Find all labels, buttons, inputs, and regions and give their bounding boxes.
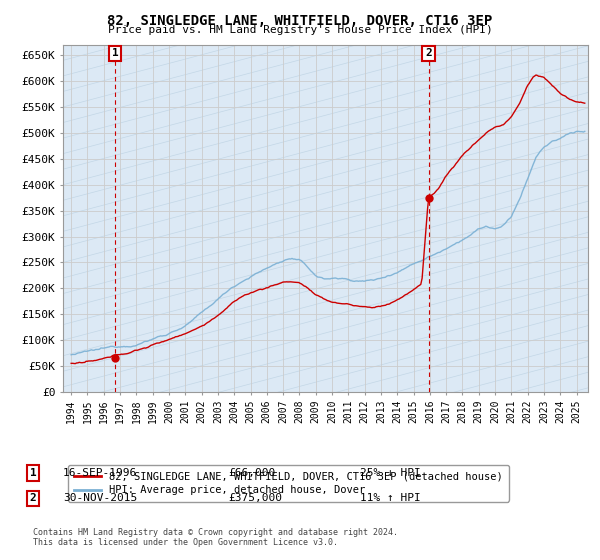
Text: 2: 2 [425, 49, 432, 58]
Text: 82, SINGLEDGE LANE, WHITFIELD, DOVER, CT16 3EP: 82, SINGLEDGE LANE, WHITFIELD, DOVER, CT… [107, 14, 493, 28]
Text: Contains HM Land Registry data © Crown copyright and database right 2024.
This d: Contains HM Land Registry data © Crown c… [33, 528, 398, 547]
Text: 11% ↑ HPI: 11% ↑ HPI [360, 493, 421, 503]
Text: 1: 1 [29, 468, 37, 478]
Text: 2: 2 [29, 493, 37, 503]
Text: 16-SEP-1996: 16-SEP-1996 [63, 468, 137, 478]
Text: £66,000: £66,000 [228, 468, 275, 478]
Text: 1: 1 [112, 49, 119, 58]
Text: £375,000: £375,000 [228, 493, 282, 503]
Legend: 82, SINGLEDGE LANE, WHITFIELD, DOVER, CT16 3EP (detached house), HPI: Average pr: 82, SINGLEDGE LANE, WHITFIELD, DOVER, CT… [68, 465, 509, 502]
Text: 25% ↓ HPI: 25% ↓ HPI [360, 468, 421, 478]
Text: 30-NOV-2015: 30-NOV-2015 [63, 493, 137, 503]
Text: Price paid vs. HM Land Registry's House Price Index (HPI): Price paid vs. HM Land Registry's House … [107, 25, 493, 35]
